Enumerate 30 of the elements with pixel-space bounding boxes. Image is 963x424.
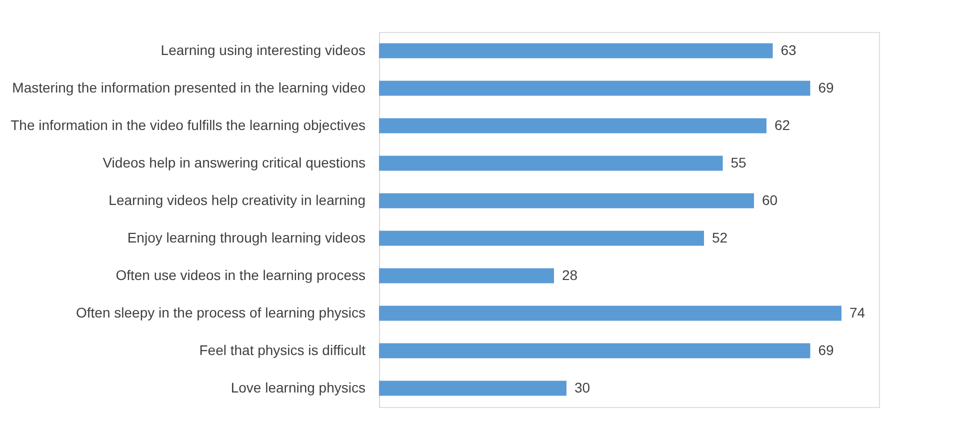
data-label: 30	[574, 379, 590, 396]
data-label: 52	[712, 229, 728, 246]
data-label: 62	[774, 116, 790, 133]
bar	[379, 380, 566, 396]
bar	[379, 156, 723, 171]
bar	[379, 268, 554, 284]
bar	[379, 80, 810, 96]
bar	[379, 193, 754, 208]
y-tick-label: Learning videos help creativity in learning	[108, 192, 366, 208]
bar	[379, 118, 766, 134]
y-tick-label: Feel that physics is difficult	[199, 342, 366, 358]
data-label: 69	[818, 342, 834, 358]
y-tick-label: Often sleepy in the process of learning physics	[76, 304, 366, 320]
y-tick-label: Videos help in answering critical questions	[102, 154, 366, 170]
bar	[379, 343, 810, 358]
data-label: 63	[780, 42, 797, 58]
y-tick-label: Often use videos in the learning process	[116, 266, 366, 283]
data-label: 55	[730, 154, 747, 170]
bar	[379, 43, 773, 58]
y-tick-label: Enjoy learning through learning videos	[127, 229, 366, 246]
data-label: 74	[850, 304, 866, 320]
y-tick-label: Mastering the information presented in the learning video	[12, 79, 366, 96]
data-label: 69	[818, 79, 834, 96]
bar	[379, 306, 842, 321]
data-label: 60	[762, 192, 778, 208]
data-label: 28	[562, 266, 578, 283]
y-tick-label: The information in the video fulfills the learning objectives	[10, 116, 366, 133]
y-tick-label: Learning using interesting videos	[160, 42, 366, 58]
bar	[379, 230, 704, 246]
y-tick-label: Love learning physics	[230, 379, 366, 396]
